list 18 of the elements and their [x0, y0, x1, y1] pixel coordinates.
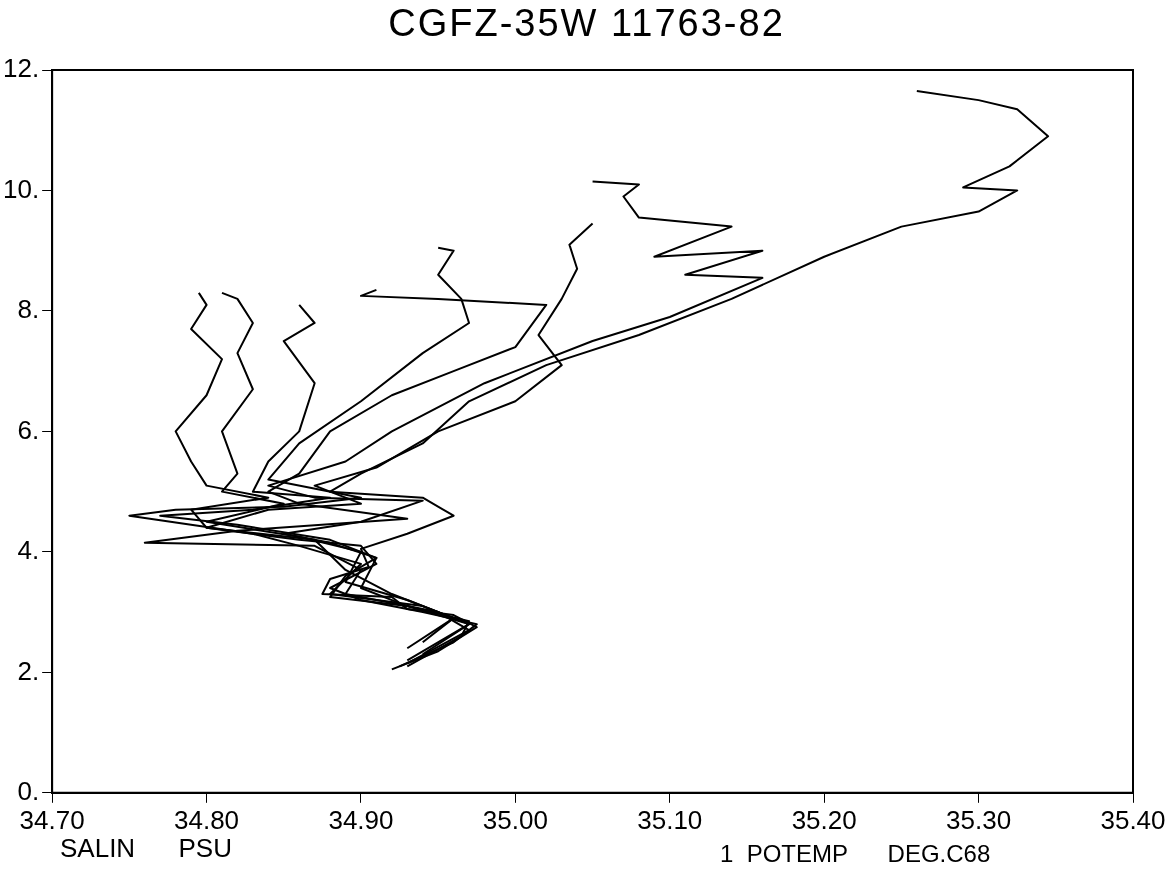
x-tick-label: 35.10 [637, 804, 703, 835]
x-axis-title: SALIN PSU [60, 833, 232, 864]
x-tick-label: 34.80 [174, 804, 240, 835]
x-tick-label: 35.30 [946, 804, 1012, 835]
x-tick-label: 35.20 [791, 804, 857, 835]
y-tick-label: 0. [17, 775, 40, 806]
x-tick-label: 35.40 [1100, 804, 1166, 835]
x-tick-label: 35.00 [482, 804, 548, 835]
y-tick-label: 6. [17, 414, 40, 445]
y-tick-label: 4. [17, 535, 40, 566]
text: 1 POTEMP DEG.C68 [720, 840, 991, 868]
y-tick-label: 8. [17, 294, 40, 325]
y-tick-label: 2. [17, 655, 40, 686]
y-tick-label: 10. [2, 173, 40, 204]
x-tick-label: 34.90 [328, 804, 394, 835]
y-tick-label: 12. [2, 53, 40, 84]
chart-title: CGFZ-35W 11763-82 [387, 2, 786, 45]
x-tick-label: 34.70 [19, 804, 85, 835]
